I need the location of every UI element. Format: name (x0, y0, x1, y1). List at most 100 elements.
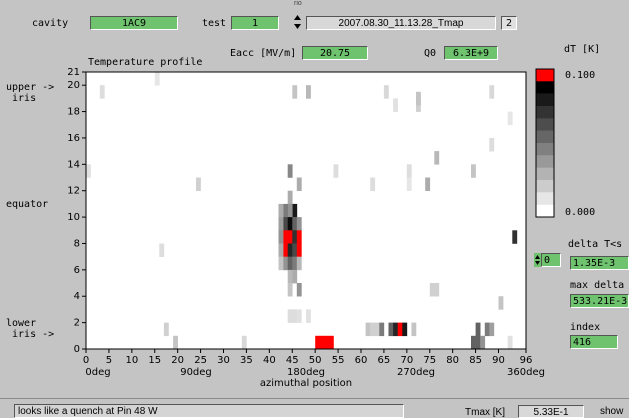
heatmap-cell (287, 283, 293, 297)
x-tick-label: 55 (332, 355, 345, 366)
heatmap-cell (388, 322, 394, 337)
q0-label: Q0 (424, 48, 437, 59)
delta-t-label: delta T<s (568, 239, 623, 250)
heatmap-cell (287, 190, 293, 205)
status-message[interactable]: looks like a quench at Pin 48 W (14, 404, 404, 418)
file-field[interactable]: 2007.08.30_11.13.28_Tmap (306, 16, 496, 30)
y-tick-label: 16 (67, 133, 80, 144)
heatmap-cell (287, 256, 293, 271)
color-scale-swatch (536, 180, 554, 193)
heatmap-cell (292, 269, 298, 284)
heatmap-cell (416, 91, 421, 106)
heatmap-cell (296, 256, 302, 271)
heatmap-cell (278, 243, 284, 257)
x-tick-label: 70 (400, 355, 413, 366)
test-label: test (202, 18, 227, 29)
stepper-arrows-icon (534, 253, 541, 267)
show-button[interactable]: show (600, 406, 624, 417)
heatmap-cell (374, 322, 380, 337)
heatmap-cell (328, 335, 334, 350)
heatmap-cell (429, 283, 435, 297)
heatmap-cell (324, 335, 330, 350)
x-tick-label: 15 (148, 355, 161, 366)
x-tick-label: 80 (446, 355, 459, 366)
y-tick-label: 6 (74, 265, 80, 276)
heatmap-cell (498, 296, 504, 310)
heatmap-cell (475, 335, 481, 350)
q0-field[interactable]: 6.3E+9 (444, 46, 498, 60)
heatmap-cell (173, 335, 178, 350)
heatmap-cell (278, 256, 284, 271)
x-tick-label: 75 (423, 355, 436, 366)
y-tick-label: 2 (74, 318, 80, 329)
heatmap-cell (283, 203, 288, 218)
x-tick-label: 0 (83, 355, 89, 366)
delta-stepper[interactable] (534, 253, 541, 267)
upper-iris-label: upper -> iris (6, 82, 55, 104)
x-tick-label: 35 (240, 355, 253, 366)
heatmap-cell (287, 309, 293, 323)
file-count: 2 (501, 16, 517, 30)
heatmap-cell (434, 283, 440, 297)
heatmap-cell (402, 322, 408, 337)
index-label: index (570, 322, 601, 333)
color-scale-swatch (536, 93, 554, 107)
y-tick-label: 4 (74, 291, 80, 302)
x-tick-label: 20 (171, 355, 184, 366)
cavity-field[interactable]: 1AC9 (90, 16, 178, 30)
x-tick-label: 96 (520, 355, 533, 366)
heatmap-cell (159, 243, 165, 257)
heatmap-cell (397, 322, 403, 337)
delta-t-field[interactable]: 1.35E-3 (570, 256, 629, 270)
heatmap-cell (315, 335, 321, 350)
x-degree-label: 180deg (287, 367, 325, 378)
equator-label: equator (6, 199, 49, 210)
test-field[interactable]: 1 (231, 16, 279, 30)
heatmap-cell (333, 164, 339, 178)
heatmap-cell (296, 309, 302, 323)
delta-stepper-value[interactable]: 0 (541, 253, 561, 267)
heatmap-cell (296, 177, 302, 191)
file-caption: rio (294, 0, 302, 7)
max-delta-field[interactable]: 533.21E-3 (570, 294, 629, 308)
heatmap-cell (365, 322, 371, 337)
heatmap-cell (471, 335, 476, 350)
heatmap-cell (393, 322, 398, 337)
heatmap-cell (163, 322, 169, 337)
heatmap-cell (154, 72, 160, 86)
heatmap-cell (292, 85, 298, 99)
cavity-label: cavity (32, 18, 69, 29)
heatmap-cell (480, 335, 486, 350)
y-tick-label: 0 (74, 344, 80, 355)
heatmap-cell (296, 243, 302, 257)
heatmap-cell (507, 111, 513, 126)
heatmap-cell (475, 322, 481, 337)
file-stepper[interactable] (293, 13, 302, 31)
heatmap-cell (296, 217, 302, 231)
heatmap-cell (292, 256, 298, 271)
heatmap-cell (287, 203, 293, 218)
color-scale-swatch (536, 143, 554, 156)
eacc-field[interactable]: 20.75 (302, 46, 368, 60)
color-scale-swatches (535, 68, 555, 218)
heatmap-cell (292, 203, 298, 218)
heatmap-cell (393, 98, 398, 112)
x-tick-label: 10 (125, 355, 138, 366)
color-scale-swatch (536, 167, 554, 181)
color-scale-swatch (536, 118, 554, 131)
heatmap-cell (86, 164, 91, 178)
heatmap-cell (484, 322, 490, 337)
index-field[interactable]: 416 (570, 335, 618, 349)
lower-iris-label: lower iris -> (6, 318, 55, 340)
heatmap-cell (434, 151, 440, 165)
y-tick-label: 12 (67, 186, 80, 197)
heatmap-cell (196, 177, 201, 191)
heatmap-cell (319, 335, 325, 350)
color-scale-swatch (536, 192, 554, 205)
x-degree-label: 90deg (180, 367, 212, 378)
color-scale-swatch (536, 106, 554, 119)
heatmap-cell (241, 335, 247, 350)
heatmap-cell (471, 164, 476, 178)
heatmap-cell (406, 164, 412, 178)
max-delta-label: max delta (570, 280, 625, 291)
